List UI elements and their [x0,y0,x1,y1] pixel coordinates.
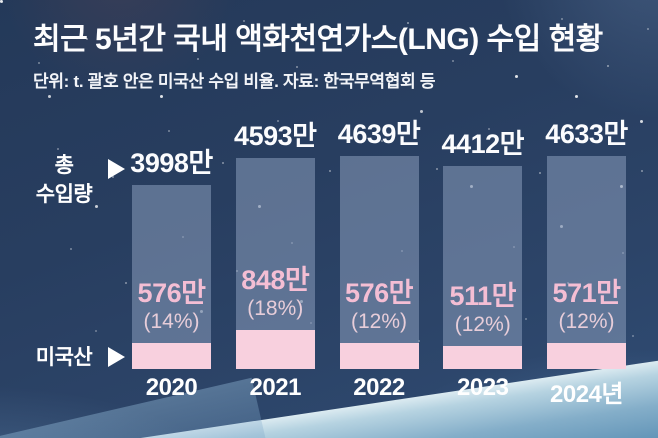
total-import-value-label: 4412만 [441,129,525,159]
header: 최근 5년간 국내 액화천연가스(LNG) 수입 현황 단위: t. 괄호 안은… [33,14,603,92]
row-label-total-line2: 수입량 [35,183,93,207]
us-import-value-label: 576만 [137,277,206,308]
row-label-total-line1: 총 [54,154,74,177]
arrow-right-icon [108,159,125,179]
total-import-bar [339,156,419,369]
year-axis-label: 2020 [145,374,198,401]
year-axis-label: 2022 [353,374,405,401]
us-import-bar [132,343,211,369]
total-import-value-label: 4593만 [234,121,317,151]
us-import-bar [235,330,315,369]
total-import-bar [547,156,626,369]
us-import-percent-label: (14%) [143,309,200,333]
us-import-group: 576만 (12%) [327,277,432,369]
page-title: 최근 5년간 국내 액화천연가스(LNG) 수입 현황 [33,23,603,56]
row-label-total-imports: 총 수입량 [18,151,110,210]
total-import-value-label: 3998만 [130,148,213,178]
total-import-value-label: 4639만 [337,119,421,149]
us-import-value-label: 511만 [449,280,517,311]
total-import-bar [443,166,523,369]
us-import-percent-label: (12%) [350,309,408,333]
us-import-group: 576만 (14%) [119,277,224,369]
us-import-bar [547,343,626,369]
us-import-value-label: 571만 [552,277,621,308]
page-subtitle: 단위: t. 괄호 안은 미국산 수입 비율. 자료: 한국무역협회 등 [33,72,436,91]
us-import-group: 571만 (12%) [534,277,639,369]
us-import-percent-label: (18%) [247,296,304,320]
us-import-value-label: 848만 [241,264,310,295]
total-import-value-label: 4633만 [545,119,628,149]
us-import-bar [443,346,523,369]
us-import-group: 511만 (12%) [430,280,535,369]
year-axis-label: 2023 [457,374,509,401]
us-import-bar [339,343,419,369]
row-label-us-imports: 미국산 [35,346,93,369]
us-import-group: 848만 (18%) [223,264,328,369]
us-import-percent-label: (12%) [454,312,511,336]
starfield-bright [0,0,3,3]
year-axis-label: 2024년 [550,381,623,408]
us-import-value-label: 576만 [345,277,413,308]
arrow-right-icon [108,347,125,367]
year-axis-label: 2021 [249,374,302,401]
total-import-bar [132,185,211,369]
us-import-percent-label: (12%) [558,309,615,333]
